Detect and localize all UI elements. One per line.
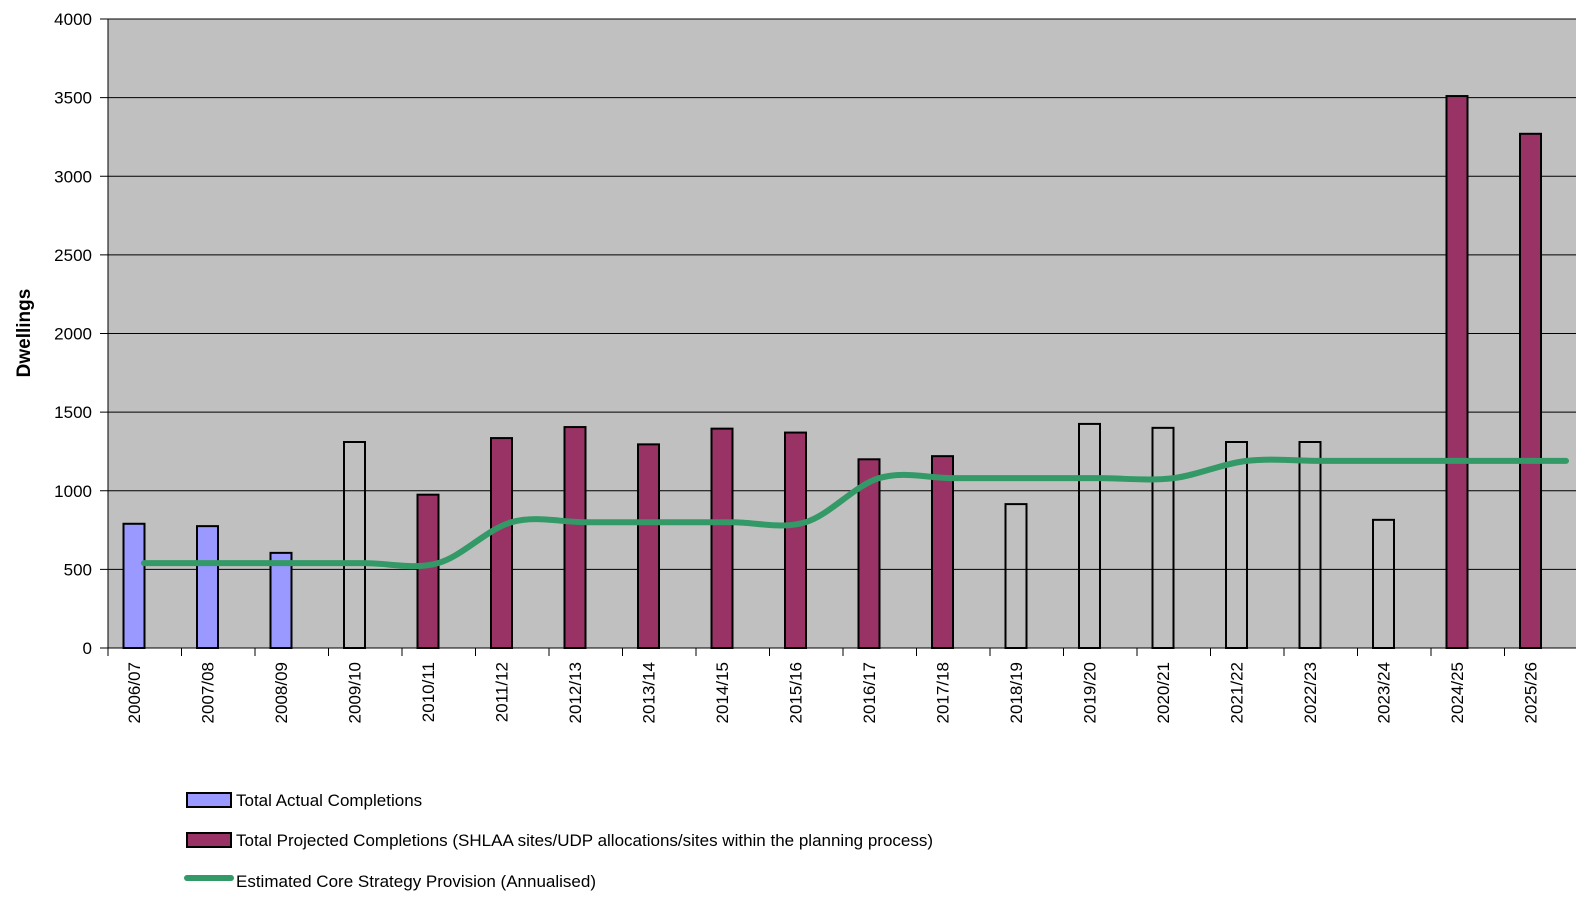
legend-label: Estimated Core Strategy Provision (Annua… [236,872,596,891]
legend-swatch [186,832,232,848]
y-tick-label: 3500 [54,89,92,108]
x-tick-label: 2016/17 [860,662,879,723]
x-tick-label: 2008/09 [272,662,291,723]
bar-projected-2015-16 [784,431,807,649]
bar-projected-2025-26 [1519,132,1542,650]
x-tick-labels: 2006/07 2007/08 2008/09 2009/10 2010/11 2011/… [125,662,1541,723]
x-tick-label: 2020/21 [1154,662,1173,723]
bars [122,95,1542,650]
x-tick-label: 2015/16 [787,662,806,723]
legend: Total Actual Completions Total Projected … [184,791,933,891]
x-tick-label: 2007/08 [199,662,218,723]
y-tick-label: 4000 [54,10,92,29]
y-tick-label: 0 [83,639,92,658]
x-tick-label: 2012/13 [566,662,585,723]
x-tick-label: 2011/12 [493,662,512,722]
bar-projected-2017-18 [931,455,954,649]
x-tick-label: 2024/25 [1448,662,1467,723]
legend-swatch [186,792,232,808]
x-tick-label: 2018/19 [1007,662,1026,723]
y-tick-label: 3000 [54,167,92,186]
x-tick-label: 2017/18 [934,662,953,723]
x-tick-label: 2010/11 [419,662,438,722]
bar-projected-2014-15 [710,427,734,650]
y-tick-labels: 0 500 1000 1500 2000 2500 3000 3500 4000 [54,10,92,658]
y-tick-label: 2500 [54,246,92,265]
y-tick-label: 1000 [54,482,92,501]
x-tick-label: 2023/24 [1375,662,1394,723]
y-tick-label: 500 [64,560,92,579]
legend-label: Total Actual Completions [236,791,422,810]
bar-projected-2011-12 [490,437,513,650]
bar-projected-2010-11 [416,493,440,649]
axes [100,18,1576,656]
y-axis-label: Dwellings [14,289,35,378]
bar-actual-2008-09 [269,551,293,650]
x-tick-label: 2006/07 [125,662,144,723]
provision-line [141,456,1569,570]
x-tick-label: 2009/10 [346,662,365,723]
gridlines [108,18,1576,570]
x-tick-label: 2019/20 [1081,662,1100,723]
x-tick-label: 2021/22 [1228,662,1247,723]
bar-actual-2006-07 [122,522,146,650]
x-tick-label: 2025/26 [1522,662,1541,723]
bar-projected-2024-25 [1445,95,1469,650]
y-tick-label: 2000 [54,325,92,344]
x-tick-label: 2022/23 [1301,662,1320,723]
bar-projected-2013-14 [637,443,660,649]
y-tick-label: 1500 [54,403,92,422]
legend-label: Total Projected Completions (SHLAA sites… [236,831,933,850]
bar-projected-2012-13 [563,426,587,649]
bar-actual-2007-08 [196,525,219,649]
x-tick-label: 2014/15 [713,662,732,723]
x-tick-label: 2013/14 [640,662,659,723]
provision-line-path [141,456,1569,570]
